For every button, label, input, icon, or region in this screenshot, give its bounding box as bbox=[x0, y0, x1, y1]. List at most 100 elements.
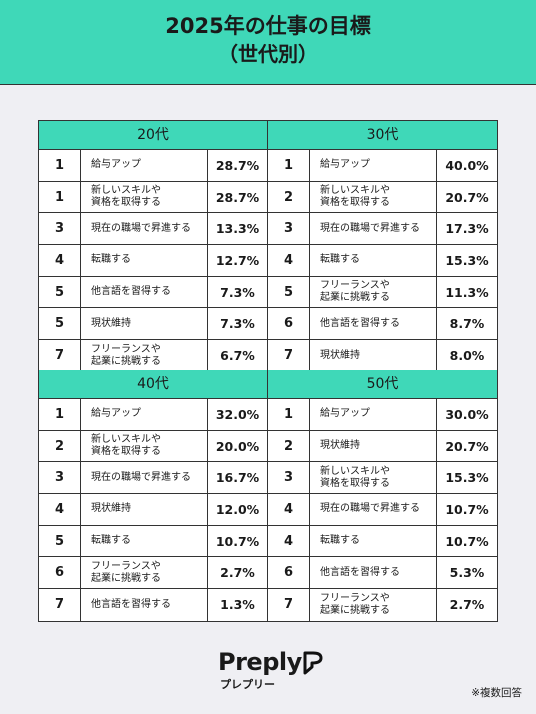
table-row: 7 フリーランスや 起業に挑戦する 6.7% bbox=[39, 340, 267, 372]
percentage: 11.3% bbox=[445, 284, 489, 300]
table-row: 3 新しいスキルや 資格を取得する 15.3% bbox=[268, 462, 497, 495]
table-row: 7 他言語を習得する 1.3% bbox=[39, 589, 267, 621]
table-row: 1 給与アップ 32.0% bbox=[39, 399, 267, 431]
rank: 3 bbox=[39, 213, 81, 245]
goal: 他言語を習得する bbox=[310, 557, 437, 589]
table-row: 2 新しいスキルや 資格を取得する 20.7% bbox=[268, 181, 497, 214]
percentage: 12.7% bbox=[215, 252, 260, 268]
goal: 新しいスキルや 資格を取得する bbox=[310, 181, 437, 213]
percentage: 10.7% bbox=[215, 533, 260, 549]
logo-kana: プレプリー bbox=[220, 678, 275, 691]
rank: 7 bbox=[268, 589, 310, 621]
table-row: 2 新しいスキルや 資格を取得する 20.0% bbox=[39, 430, 267, 463]
rank: 5 bbox=[268, 276, 310, 308]
rank: 4 bbox=[39, 245, 81, 276]
percentage: 17.3% bbox=[445, 221, 489, 237]
percentage: 16.7% bbox=[215, 470, 260, 486]
goal: 現在の職場で昇進する bbox=[81, 213, 208, 245]
rank: 7 bbox=[39, 340, 81, 372]
table-row: 5 現状維持 7.3% bbox=[39, 308, 267, 341]
note: ※複数回答 bbox=[471, 687, 522, 699]
percentage: 15.3% bbox=[445, 252, 489, 268]
table-row: 4 現状維持 12.0% bbox=[39, 494, 267, 526]
table-row: 4 現在の職場で昇進する 10.7% bbox=[268, 494, 497, 526]
percentage: 20.0% bbox=[215, 438, 260, 454]
rank: 6 bbox=[39, 557, 81, 589]
table-row: 3 現在の職場で昇進する 13.3% bbox=[39, 213, 267, 246]
goal: 新しいスキルや 資格を取得する bbox=[81, 181, 208, 213]
goal: 他言語を習得する bbox=[81, 589, 208, 621]
percentage: 5.3% bbox=[449, 565, 485, 581]
goal: フリーランスや 起業に挑戦する bbox=[81, 340, 208, 372]
rank: 1 bbox=[39, 181, 81, 213]
table-heading: 50代 bbox=[268, 370, 497, 399]
goal: 給与アップ bbox=[310, 150, 437, 181]
rank: 5 bbox=[39, 525, 81, 557]
goal: 転職する bbox=[310, 525, 437, 557]
percentage: 20.7% bbox=[445, 189, 489, 205]
goal: 他言語を習得する bbox=[81, 276, 208, 308]
rank: 4 bbox=[39, 494, 81, 525]
goal: 現在の職場で昇進する bbox=[310, 494, 437, 525]
rank: 3 bbox=[39, 462, 81, 494]
rank: 1 bbox=[39, 399, 81, 430]
percentage: 2.7% bbox=[220, 565, 255, 581]
table-heading: 30代 bbox=[268, 121, 497, 150]
rank: 5 bbox=[39, 308, 81, 340]
rank: 1 bbox=[39, 150, 81, 181]
rank: 3 bbox=[268, 213, 310, 245]
table-row: 1 給与アップ 28.7% bbox=[39, 150, 267, 182]
rank: 4 bbox=[268, 494, 310, 525]
rank: 6 bbox=[268, 557, 310, 589]
logo: Preply プレプリー bbox=[218, 648, 328, 692]
rank: 3 bbox=[268, 462, 310, 494]
percentage: 32.0% bbox=[215, 406, 260, 422]
table-row: 1 新しいスキルや 資格を取得する 28.7% bbox=[39, 181, 267, 214]
goal: 転職する bbox=[81, 525, 208, 557]
ranking-table: 20代 1 給与アップ 28.7% 1 新しいスキルや 資格を取得する 28.7% 3 現在の職… bbox=[38, 120, 268, 373]
goal: 現状維持 bbox=[81, 308, 208, 340]
goal: 転職する bbox=[310, 245, 437, 276]
table-row: 5 転職する 10.7% bbox=[39, 525, 267, 558]
rank: 1 bbox=[268, 399, 310, 430]
table-row: 1 給与アップ 30.0% bbox=[268, 399, 497, 431]
percentage: 20.7% bbox=[445, 438, 489, 454]
percentage: 40.0% bbox=[445, 157, 489, 173]
percentage: 28.7% bbox=[215, 157, 260, 173]
rank: 4 bbox=[268, 245, 310, 276]
percentage: 8.7% bbox=[449, 316, 485, 332]
percentage: 10.7% bbox=[445, 501, 489, 517]
table-row: 2 現状維持 20.7% bbox=[268, 430, 497, 463]
percentage: 1.3% bbox=[220, 597, 255, 613]
table-row: 4 転職する 12.7% bbox=[39, 245, 267, 277]
goal: 現在の職場で昇進する bbox=[310, 213, 437, 245]
percentage: 8.0% bbox=[449, 348, 485, 364]
goal: 現状維持 bbox=[81, 494, 208, 525]
table-row: 5 他言語を習得する 7.3% bbox=[39, 276, 267, 309]
ranking-table: 30代 1 給与アップ 40.0% 2 新しいスキルや 資格を取得する 20.7% 3 現在の職… bbox=[268, 120, 498, 373]
percentage: 30.0% bbox=[445, 406, 489, 422]
rank: 5 bbox=[39, 276, 81, 308]
table-row: 1 給与アップ 40.0% bbox=[268, 150, 497, 182]
table-row: 6 他言語を習得する 8.7% bbox=[268, 308, 497, 341]
table-row: 4 転職する 10.7% bbox=[268, 525, 497, 558]
rank: 2 bbox=[268, 430, 310, 462]
rank: 4 bbox=[268, 525, 310, 557]
table-row: 4 転職する 15.3% bbox=[268, 245, 497, 277]
goal: 転職する bbox=[81, 245, 208, 276]
goal: 現状維持 bbox=[310, 340, 437, 372]
table-row: 5 フリーランスや 起業に挑戦する 11.3% bbox=[268, 276, 497, 309]
goal: 現在の職場で昇進する bbox=[81, 462, 208, 494]
goal: 給与アップ bbox=[81, 399, 208, 430]
table-row: 6 他言語を習得する 5.3% bbox=[268, 557, 497, 590]
subtitle: （世代別） bbox=[218, 42, 318, 66]
goal: フリーランスや 起業に挑戦する bbox=[310, 589, 437, 621]
percentage: 13.3% bbox=[215, 221, 260, 237]
rank: 7 bbox=[39, 589, 81, 621]
table-row: 3 現在の職場で昇進する 17.3% bbox=[268, 213, 497, 246]
goal: フリーランスや 起業に挑戦する bbox=[81, 557, 208, 589]
percentage: 2.7% bbox=[449, 597, 485, 613]
percentage: 12.0% bbox=[215, 501, 260, 517]
table-heading: 40代 bbox=[39, 370, 267, 399]
percentage: 7.3% bbox=[220, 316, 255, 332]
